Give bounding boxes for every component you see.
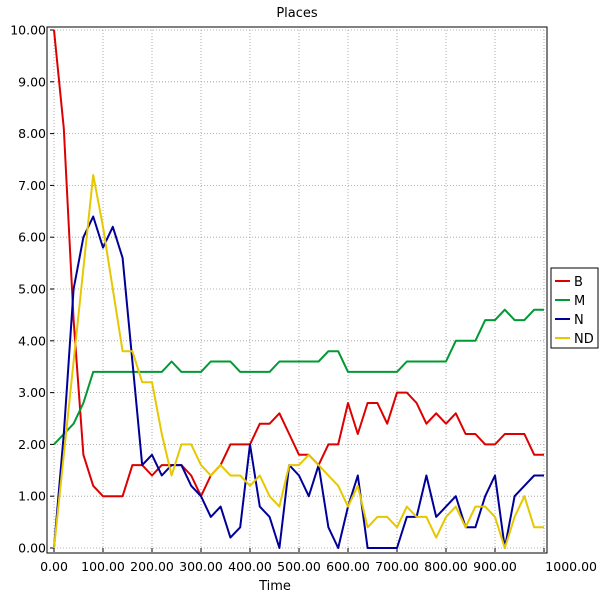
x-axis-tick-labels: 0.00 100.00 200.00 300.00 400.00 500.00 600.00… [40,559,597,574]
series-line-m [53,308,544,446]
legend-label-m: M [574,294,585,309]
y-tick-label: 2.00 [18,437,46,452]
y-tick-label: 1.00 [18,489,46,504]
x-tick-label: 300.00 [179,559,223,574]
y-tick-label: 10.00 [10,23,46,38]
y-tick-label: 3.00 [18,385,46,400]
y-tick-label: 9.00 [18,74,46,89]
y-tick-label: 4.00 [18,333,46,348]
y-tick-label: 0.00 [18,541,46,556]
y-tick-label: 8.00 [18,126,46,141]
legend-label-b: B [574,275,583,290]
x-tick-label: 200.00 [130,559,174,574]
x-tick-label: 500.00 [277,559,321,574]
x-tick-label: 600.00 [326,559,370,574]
y-tick-label: 7.00 [18,178,46,193]
x-tick-label: 1000.00 [545,559,597,574]
x-tick-label: 0.00 [40,559,68,574]
legend-box [550,267,599,349]
legend-label-n: N [574,313,584,328]
legend: BMN ND [550,267,599,349]
x-axis-label: Time [258,579,291,594]
x-tick-label: 700.00 [375,559,419,574]
x-tick-label: 900.00 [473,559,517,574]
axis-ticks [50,29,545,552]
series-line-b [53,29,544,498]
grid-lines [53,29,545,549]
x-tick-label: 400.00 [228,559,272,574]
series-line-n [53,215,544,549]
series-line-nd [53,174,544,549]
x-tick-label: 100.00 [81,559,125,574]
y-tick-label: 5.00 [18,282,46,297]
series-lines [53,29,544,549]
y-axis-tick-labels: 0.00 1.00 2.00 3.00 4.00 5.00 6.00 7.00 8.00 9.00… [10,23,46,556]
y-tick-label: 6.00 [18,230,46,245]
legend-label-nd: ND [574,332,594,347]
x-tick-label: 800.00 [424,559,468,574]
chart-title: Places [276,6,318,21]
